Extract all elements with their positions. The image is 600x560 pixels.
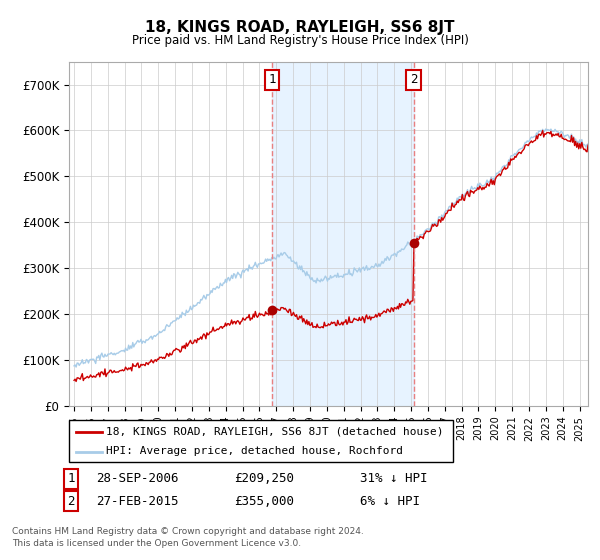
Text: 1: 1 xyxy=(67,472,74,486)
Text: 18, KINGS ROAD, RAYLEIGH, SS6 8JT (detached house): 18, KINGS ROAD, RAYLEIGH, SS6 8JT (detac… xyxy=(106,427,444,437)
Text: Contains HM Land Registry data © Crown copyright and database right 2024.: Contains HM Land Registry data © Crown c… xyxy=(12,528,364,536)
Bar xyxy=(272,62,413,406)
Text: 6% ↓ HPI: 6% ↓ HPI xyxy=(360,494,420,508)
Text: 1: 1 xyxy=(268,73,276,86)
Text: £355,000: £355,000 xyxy=(234,494,294,508)
Text: 27-FEB-2015: 27-FEB-2015 xyxy=(96,494,179,508)
Text: HPI: Average price, detached house, Rochford: HPI: Average price, detached house, Roch… xyxy=(106,446,403,456)
Text: Price paid vs. HM Land Registry's House Price Index (HPI): Price paid vs. HM Land Registry's House … xyxy=(131,34,469,46)
Text: £209,250: £209,250 xyxy=(234,472,294,486)
Text: 2: 2 xyxy=(67,494,74,508)
Text: 31% ↓ HPI: 31% ↓ HPI xyxy=(360,472,427,486)
Text: This data is licensed under the Open Government Licence v3.0.: This data is licensed under the Open Gov… xyxy=(12,539,301,548)
Text: 28-SEP-2006: 28-SEP-2006 xyxy=(96,472,179,486)
Text: 2: 2 xyxy=(410,73,418,86)
Text: 18, KINGS ROAD, RAYLEIGH, SS6 8JT: 18, KINGS ROAD, RAYLEIGH, SS6 8JT xyxy=(145,20,455,35)
